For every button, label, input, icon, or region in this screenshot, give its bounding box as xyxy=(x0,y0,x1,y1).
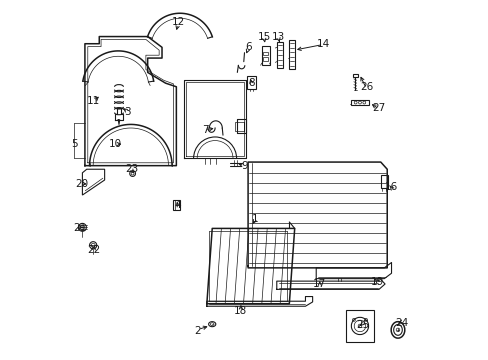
Text: 26: 26 xyxy=(359,82,372,92)
Text: 5: 5 xyxy=(71,139,77,149)
Text: 15: 15 xyxy=(257,32,270,41)
Text: 20: 20 xyxy=(75,179,88,189)
Bar xyxy=(263,51,267,55)
Bar xyxy=(261,45,269,65)
Text: 23: 23 xyxy=(124,164,138,174)
Bar xyxy=(351,100,368,105)
Text: 14: 14 xyxy=(316,39,329,49)
Text: 24: 24 xyxy=(395,319,408,328)
Text: 27: 27 xyxy=(371,103,385,113)
Text: 19: 19 xyxy=(370,277,383,287)
Text: 4: 4 xyxy=(175,200,181,210)
Bar xyxy=(263,57,267,61)
Text: 6: 6 xyxy=(244,42,251,52)
Bar xyxy=(289,40,294,69)
Text: 9: 9 xyxy=(241,161,247,171)
Text: 13: 13 xyxy=(271,32,285,41)
Text: 16: 16 xyxy=(384,182,397,192)
Bar xyxy=(352,74,357,77)
Text: 10: 10 xyxy=(109,139,122,149)
Bar xyxy=(247,76,256,89)
Bar xyxy=(380,175,387,188)
Text: 21: 21 xyxy=(74,224,87,233)
Text: 11: 11 xyxy=(87,96,101,106)
Text: 18: 18 xyxy=(234,306,247,316)
Text: 7: 7 xyxy=(202,125,208,135)
Text: 12: 12 xyxy=(171,17,184,27)
Text: 17: 17 xyxy=(312,279,326,289)
Text: 2: 2 xyxy=(194,325,201,336)
Text: 22: 22 xyxy=(87,245,101,255)
Text: 8: 8 xyxy=(248,78,254,88)
Bar xyxy=(345,310,373,342)
Text: 1: 1 xyxy=(251,215,258,224)
Text: 3: 3 xyxy=(124,107,131,117)
Text: 25: 25 xyxy=(355,320,369,330)
Bar xyxy=(172,200,180,211)
Bar xyxy=(276,42,283,68)
